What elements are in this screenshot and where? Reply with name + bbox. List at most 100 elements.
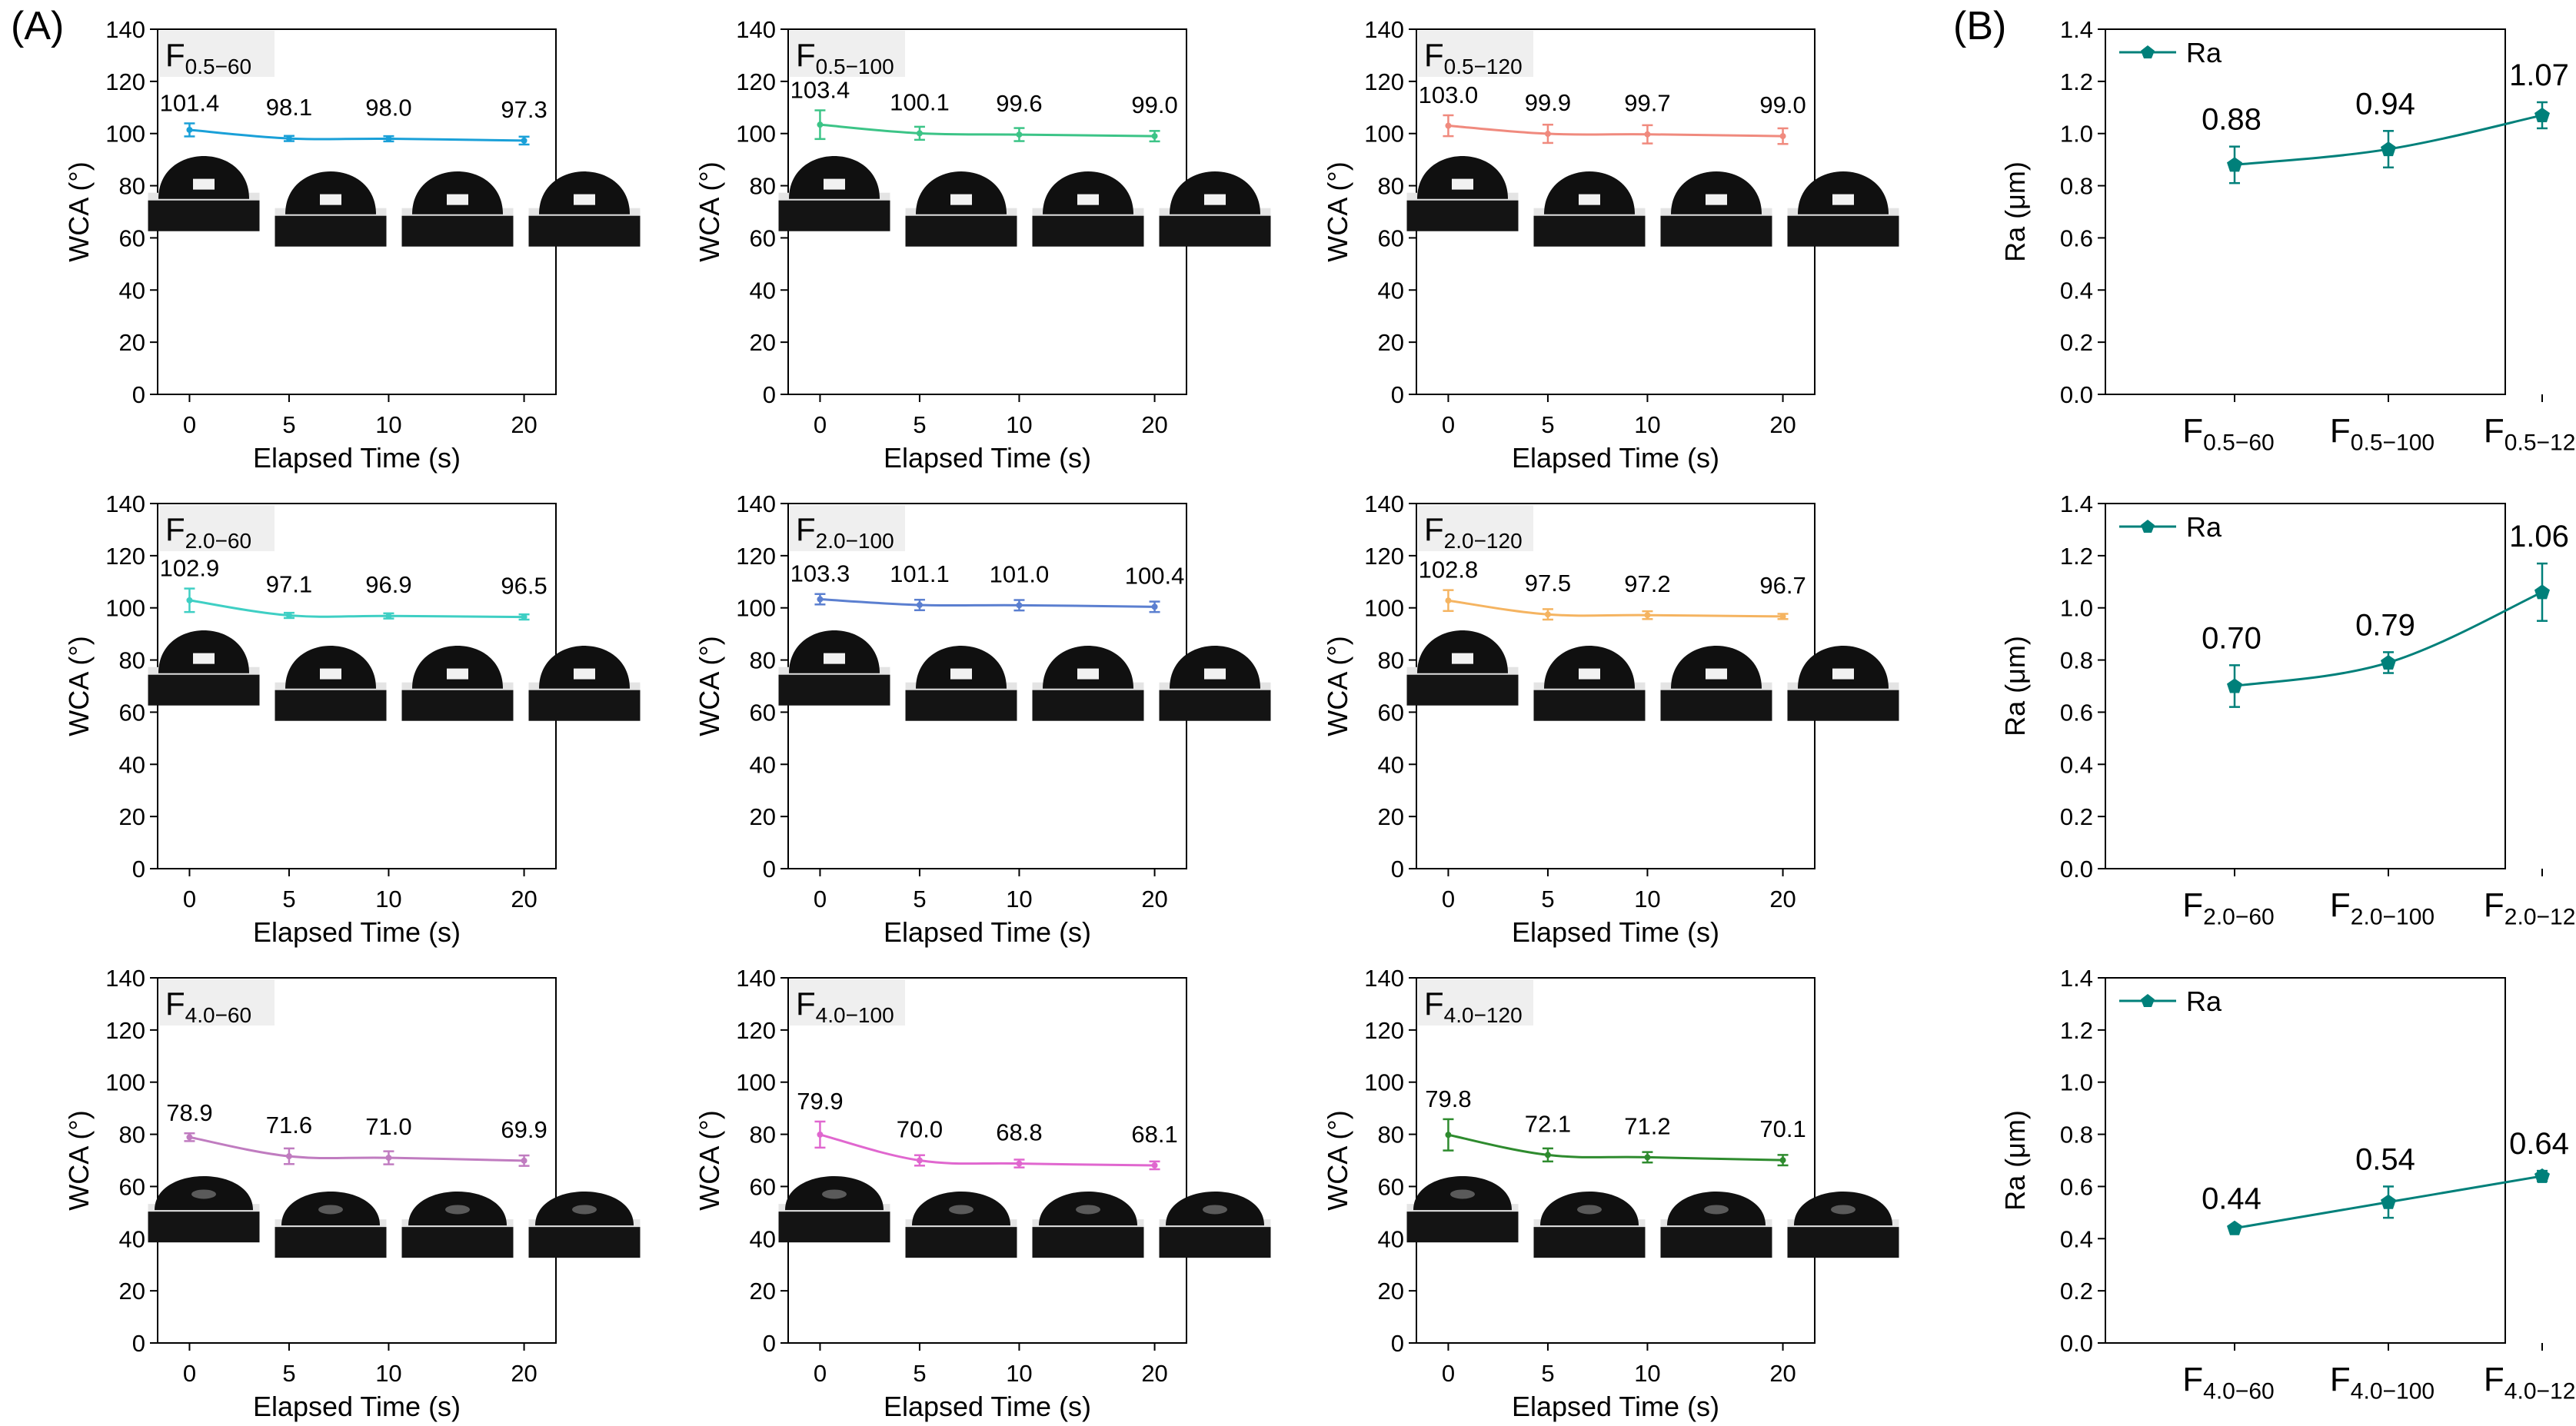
x-tick-label-main: F xyxy=(2182,1361,2203,1398)
data-label: 0.94 xyxy=(2355,87,2415,121)
data-point xyxy=(1779,1157,1786,1164)
y-axis-label: Ra (μm) xyxy=(1999,1110,2031,1211)
data-label: 96.9 xyxy=(365,571,411,598)
droplet-image-drop xyxy=(1043,171,1133,214)
droplet-image-drop xyxy=(1043,646,1133,689)
y-tick-label: 0.4 xyxy=(2060,277,2093,304)
data-point xyxy=(1779,613,1786,620)
title-box xyxy=(1418,31,1533,77)
title-box xyxy=(1418,979,1533,1025)
plot-frame xyxy=(787,977,1187,1344)
y-tick-label: 0 xyxy=(1391,856,1404,883)
data-point xyxy=(2534,107,2550,122)
droplet-image-highlight xyxy=(1203,1205,1227,1215)
y-axis-label: Ra (μm) xyxy=(1999,161,2031,262)
x-tick-label-sub: 2.0−60 xyxy=(2203,905,2275,930)
droplet-image xyxy=(1032,646,1144,721)
data-point xyxy=(2227,678,2242,693)
data-point xyxy=(2381,654,2396,670)
y-tick-label: 120 xyxy=(1364,543,1404,570)
y-tick-label: 20 xyxy=(1378,1278,1404,1305)
droplet-image-highlight xyxy=(949,1205,973,1215)
y-tick-label: 0.6 xyxy=(2060,224,2093,251)
droplet-image-substrate xyxy=(275,214,387,247)
x-tick-label-main: F xyxy=(2182,886,2203,924)
droplet-image-substrate xyxy=(401,214,514,247)
droplet-image-highlight xyxy=(1832,668,1854,680)
data-label: 1.07 xyxy=(2509,58,2569,92)
data-label: 103.0 xyxy=(1419,81,1479,108)
droplet-image-drop xyxy=(412,171,503,214)
y-tick-label: 100 xyxy=(1364,595,1404,622)
y-tick-label: 80 xyxy=(119,647,145,674)
series-line xyxy=(1448,1133,1783,1162)
data-label: 103.4 xyxy=(790,77,850,104)
chart-B-2: 0.00.20.40.60.81.01.21.4F4.0−60 F4.0−100 F… xyxy=(1999,965,2576,1404)
data-label: 97.3 xyxy=(501,96,547,123)
series-line xyxy=(820,123,1155,138)
x-tick-label: 5 xyxy=(1541,1360,1554,1387)
data-point xyxy=(186,126,193,133)
x-tick-label-main: F xyxy=(2484,1361,2504,1398)
droplet-image-highlight xyxy=(1076,1205,1100,1215)
droplet-image-substrate xyxy=(1032,1225,1144,1258)
plot-frame xyxy=(157,977,557,1344)
droplet-image-drop xyxy=(1671,171,1762,214)
y-tick-label: 100 xyxy=(736,121,776,148)
data-point xyxy=(817,121,824,128)
y-tick-label: 0.8 xyxy=(2060,1122,2093,1148)
y-tick-label: 140 xyxy=(736,965,776,992)
data-point xyxy=(1779,133,1786,140)
droplet-image-substrate xyxy=(778,198,890,231)
x-tick-label: 0 xyxy=(1442,1360,1455,1387)
droplet-image-highlight xyxy=(193,178,215,190)
droplet-image-highlight xyxy=(1704,1205,1729,1215)
y-tick-label: 60 xyxy=(119,1173,145,1200)
droplet-image-highlight xyxy=(574,668,595,680)
panel-title-main: F xyxy=(796,986,816,1022)
droplet-image-substrate xyxy=(1660,214,1772,247)
droplet-image-highlight xyxy=(572,1205,597,1215)
x-tick-label: 0 xyxy=(1442,411,1455,438)
y-tick-label: 120 xyxy=(736,68,776,95)
droplet-image xyxy=(401,646,514,721)
data-point xyxy=(1016,1160,1023,1167)
droplet-image-substrate xyxy=(528,214,641,247)
droplet-image xyxy=(1159,171,1271,247)
y-tick-label: 120 xyxy=(736,543,776,570)
droplet-image-substrate xyxy=(1406,198,1519,231)
x-tick-label: F0.5−100 xyxy=(2330,412,2435,456)
y-tick-label: 0.6 xyxy=(2060,699,2093,726)
droplet-image-substrate xyxy=(905,688,1017,721)
data-label: 102.9 xyxy=(160,555,220,582)
droplet-image-highlight xyxy=(1450,1189,1475,1199)
y-tick-label: 40 xyxy=(119,751,145,778)
y-tick-label: 0.0 xyxy=(2060,856,2093,883)
droplet-image xyxy=(1660,646,1772,721)
panel-title-sub: 0.5−100 xyxy=(816,55,894,78)
data-point xyxy=(385,613,392,620)
droplet-image-highlight xyxy=(1204,194,1226,205)
data-point xyxy=(916,130,923,137)
series-line xyxy=(820,1133,1155,1167)
y-tick-label: 100 xyxy=(1364,121,1404,148)
y-tick-label: 40 xyxy=(119,277,145,304)
series-line xyxy=(189,599,524,619)
x-tick-label: 10 xyxy=(1006,1360,1032,1387)
x-tick-label-main: F xyxy=(2484,412,2504,450)
panel-title-main: F xyxy=(796,511,816,547)
data-label: 72.1 xyxy=(1525,1110,1571,1137)
y-tick-label: 0.2 xyxy=(2060,803,2093,830)
data-point xyxy=(817,1131,824,1138)
droplet-image-substrate xyxy=(1787,688,1899,721)
y-tick-label: 80 xyxy=(750,1122,776,1148)
x-axis-label: Elapsed Time (s) xyxy=(253,442,461,474)
droplet-image-highlight xyxy=(1706,194,1727,205)
x-tick-label: 20 xyxy=(1769,411,1796,438)
y-tick-label: 1.4 xyxy=(2060,490,2093,517)
y-tick-label: 100 xyxy=(736,595,776,622)
y-tick-label: 0 xyxy=(763,856,776,883)
y-tick-label: 1.2 xyxy=(2060,68,2093,95)
x-tick-label: 10 xyxy=(1634,1360,1660,1387)
